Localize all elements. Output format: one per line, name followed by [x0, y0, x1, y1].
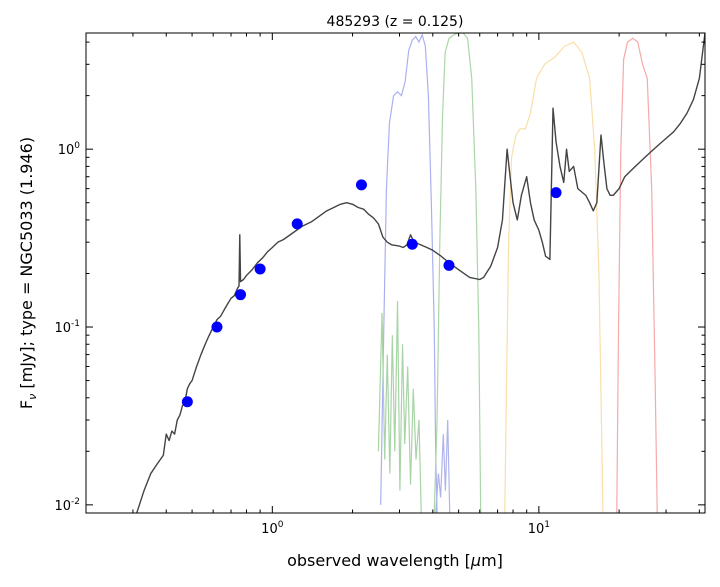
photometry-point-5: [291, 218, 303, 230]
x-tick-label: 101: [528, 520, 550, 537]
y-axis-label-sub: ν: [26, 394, 39, 400]
y-tick-label: 10-2: [54, 497, 80, 514]
photometry-point-3: [235, 289, 247, 301]
x-axis-label-mu: μ: [470, 551, 481, 570]
photometry-point-8: [443, 259, 455, 271]
x-axis-label-main: observed wavelength [: [287, 551, 471, 570]
filter-curve-6: [435, 419, 451, 513]
filter-curve-5: [377, 301, 422, 513]
y-axis-label-post: [mJy]; type = NGC5033 (1.946): [17, 137, 36, 394]
plot-frame: [85, 32, 706, 514]
plot-curves: [136, 33, 705, 513]
photometry-point-6: [355, 179, 367, 191]
chart-title: 485293 (z = 0.125): [327, 14, 464, 30]
x-tick-label: 100: [261, 520, 284, 537]
y-tick-label: 10-1: [54, 319, 80, 336]
x-axis-label-end: m]: [481, 551, 503, 570]
photometry-point-7: [406, 238, 418, 250]
photometry-point-4: [254, 263, 266, 275]
y-axis-label: Fν [mJy]; type = NGC5033 (1.946): [17, 137, 39, 409]
x-axis-label: observed wavelength [μm]: [287, 551, 503, 570]
filter-curve-2: [433, 33, 482, 513]
photometry-point-2: [211, 321, 223, 333]
y-tick-label: 100: [58, 141, 81, 158]
y-axis-label-pre: F: [17, 400, 36, 409]
sed-template-line: [136, 33, 705, 513]
photometry-point-1: [181, 396, 193, 408]
axis-ticks: 100 101 10-2 10-1 100: [54, 33, 705, 537]
filter-curve-4: [616, 37, 658, 513]
photometry-point-9: [550, 187, 562, 199]
filter-curve-3: [504, 41, 604, 513]
photometry-points: [181, 179, 562, 408]
filter-curve-1: [380, 33, 438, 513]
